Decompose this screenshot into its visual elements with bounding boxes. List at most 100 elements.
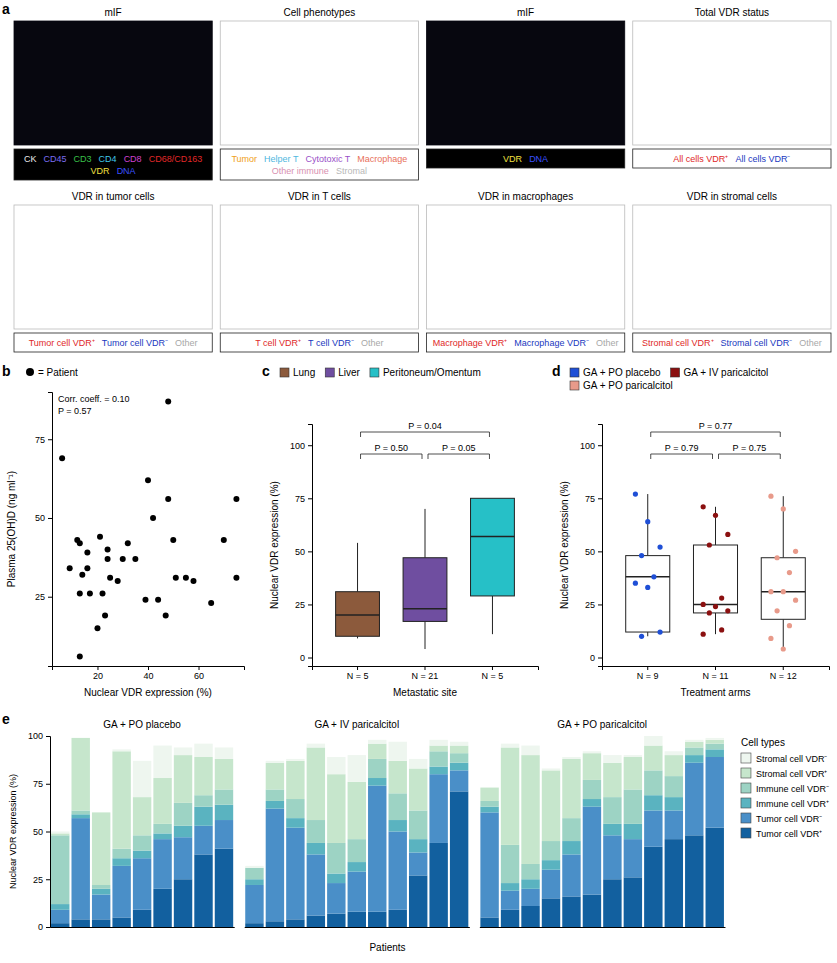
bar-segment xyxy=(133,835,151,850)
bar-segment xyxy=(153,824,171,834)
legend-item: Cytotoxic T xyxy=(305,154,350,164)
bar-segment xyxy=(389,742,407,761)
bar-segment xyxy=(194,757,212,795)
bar-segment xyxy=(153,889,171,927)
legend-item: GA + PO paricalcitol xyxy=(570,380,673,391)
bar-segment xyxy=(429,843,447,927)
bar-segment xyxy=(583,895,601,927)
tick-mark xyxy=(308,658,312,659)
point xyxy=(94,625,100,631)
bar-segment xyxy=(480,787,498,788)
point xyxy=(793,549,798,554)
legend: TumorHelper TCytotoxic TMacrophageOther … xyxy=(231,154,407,176)
legend-item: Stromal xyxy=(336,166,367,176)
axis: 0255075100 xyxy=(580,425,603,667)
bar-segment xyxy=(685,740,703,742)
tick: 75 xyxy=(35,435,52,445)
axis-line xyxy=(598,425,603,667)
legend-item: VDR xyxy=(503,154,523,164)
bar-segment xyxy=(429,774,447,843)
tick-mark xyxy=(46,927,50,928)
whisker xyxy=(715,507,716,545)
point xyxy=(132,556,138,562)
bar-segment xyxy=(215,849,233,927)
legend-item: CD45 xyxy=(44,154,67,164)
legend-label: CK xyxy=(24,154,37,164)
tile-image xyxy=(633,21,831,145)
comparison-bracket xyxy=(651,432,781,437)
bar-segment xyxy=(245,868,263,879)
legend-label: Immune cell VDR⁺ xyxy=(756,799,829,809)
bar-segment xyxy=(665,776,683,797)
tick-mark xyxy=(715,666,716,670)
legend-marker xyxy=(26,368,34,376)
tick-mark xyxy=(598,658,602,659)
legend-item: Other xyxy=(799,338,822,348)
bar-segment xyxy=(450,753,468,763)
bar-segment xyxy=(562,896,580,927)
bar-segment xyxy=(286,761,304,799)
point xyxy=(67,565,73,571)
whisker xyxy=(647,494,648,556)
point xyxy=(100,591,106,597)
tick-mark xyxy=(492,666,493,670)
bar-segment xyxy=(266,789,284,800)
axis xyxy=(480,927,726,929)
legend-item: Peritoneum/Omentum xyxy=(370,367,481,378)
tick: 0 xyxy=(590,653,602,663)
bar-segment xyxy=(665,751,683,755)
bar-segment xyxy=(133,761,151,797)
tile-title: VDR in macrophages xyxy=(478,191,573,202)
tick-label: 50 xyxy=(295,547,305,557)
legend-box xyxy=(427,149,625,168)
median xyxy=(336,614,380,616)
bar-segment xyxy=(92,889,110,895)
tick-label: 75 xyxy=(295,494,305,504)
tick: 25 xyxy=(33,875,50,885)
point xyxy=(77,591,83,597)
bar-segment xyxy=(71,738,89,811)
bar-segment xyxy=(368,759,386,778)
tile-title: mIF xyxy=(105,7,122,18)
tick: 50 xyxy=(35,513,52,523)
bar-segment xyxy=(583,807,601,895)
point xyxy=(633,581,638,586)
legend: = Patient xyxy=(26,367,78,378)
tick-mark xyxy=(357,666,358,670)
bar-segment xyxy=(685,747,703,755)
tile-image xyxy=(14,205,212,329)
legend-item: Liver xyxy=(325,367,360,378)
bar-segment xyxy=(542,870,560,899)
legend-item: DNA xyxy=(529,154,548,164)
panel-letter: c xyxy=(262,363,270,379)
bar-segment xyxy=(624,877,642,927)
legend: Tumor cell VDR⁺Tumor cell VDR⁻Other xyxy=(29,338,198,348)
point xyxy=(97,534,103,540)
bar-segment xyxy=(368,740,386,744)
axis-title: Patients xyxy=(369,942,405,953)
tick-label: 75 xyxy=(33,779,43,789)
bar-segment xyxy=(583,753,601,780)
tick: 50 xyxy=(33,827,50,837)
axis-title: Nuclear VDR expression (%) xyxy=(269,481,280,609)
point xyxy=(719,627,724,632)
bar-segment xyxy=(286,919,304,927)
legend-label: Immune cell VDR⁻ xyxy=(756,784,829,794)
bar-segment xyxy=(307,916,325,927)
legend-label: Other xyxy=(799,338,822,348)
bar-segment xyxy=(624,757,642,789)
tick-label: 0 xyxy=(38,922,43,932)
legend-label: Tumor xyxy=(231,154,257,164)
legend-label: Macrophage xyxy=(357,154,407,164)
bar-segment xyxy=(327,843,345,874)
tick-mark xyxy=(308,445,312,446)
bar-segment xyxy=(521,746,539,756)
bar-segment xyxy=(480,917,498,927)
legend-item: GA + PO placebo xyxy=(570,367,661,378)
bar-segment xyxy=(603,755,621,763)
point xyxy=(633,491,638,496)
bar-segment xyxy=(245,879,263,885)
bar-segment xyxy=(112,917,130,927)
legend-item: Immune cell VDR⁺ xyxy=(741,798,829,809)
plot-area xyxy=(626,491,806,651)
